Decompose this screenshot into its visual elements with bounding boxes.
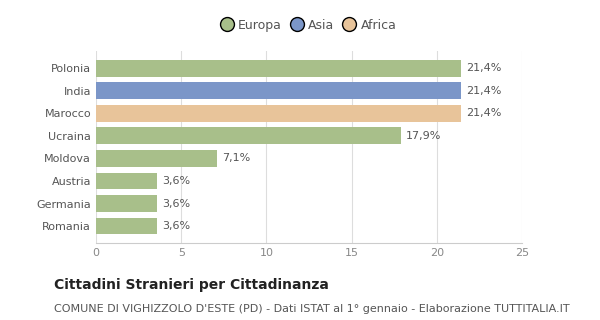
Bar bbox=[96, 150, 217, 167]
Legend: Europa, Asia, Africa: Europa, Asia, Africa bbox=[218, 15, 400, 36]
Bar bbox=[96, 218, 157, 235]
Bar bbox=[96, 83, 461, 99]
Bar bbox=[96, 195, 157, 212]
Text: Cittadini Stranieri per Cittadinanza: Cittadini Stranieri per Cittadinanza bbox=[54, 278, 329, 292]
Text: 21,4%: 21,4% bbox=[466, 86, 501, 96]
Text: 3,6%: 3,6% bbox=[163, 198, 191, 209]
Text: 7,1%: 7,1% bbox=[222, 154, 250, 164]
Bar bbox=[96, 105, 461, 122]
Text: 3,6%: 3,6% bbox=[163, 176, 191, 186]
Text: 21,4%: 21,4% bbox=[466, 108, 501, 118]
Bar bbox=[96, 60, 461, 77]
Bar bbox=[96, 127, 401, 144]
Text: 3,6%: 3,6% bbox=[163, 221, 191, 231]
Text: 21,4%: 21,4% bbox=[466, 63, 501, 73]
Text: COMUNE DI VIGHIZZOLO D'ESTE (PD) - Dati ISTAT al 1° gennaio - Elaborazione TUTTI: COMUNE DI VIGHIZZOLO D'ESTE (PD) - Dati … bbox=[54, 304, 569, 314]
Text: 17,9%: 17,9% bbox=[406, 131, 442, 141]
Bar bbox=[96, 172, 157, 189]
